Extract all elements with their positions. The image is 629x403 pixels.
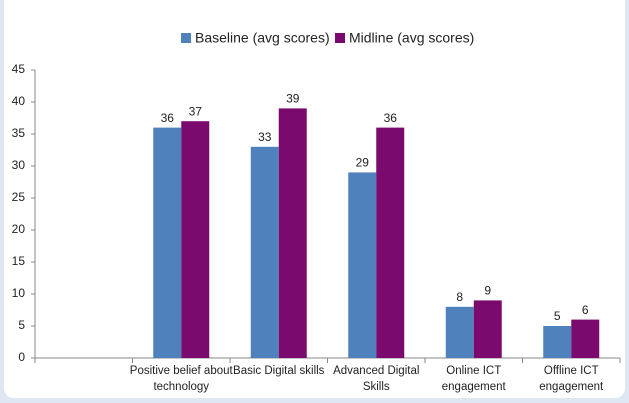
y-tick-label: 0 xyxy=(18,350,25,364)
data-label: 29 xyxy=(356,156,370,170)
y-tick-label: 45 xyxy=(12,62,26,76)
bar xyxy=(181,121,210,358)
x-tick-label: Advanced Digital Skills xyxy=(333,365,420,393)
legend-swatch xyxy=(335,33,345,43)
legend-swatch xyxy=(181,33,191,43)
y-tick-label: 5 xyxy=(18,318,25,332)
data-label: 33 xyxy=(258,130,272,144)
y-tick-label: 30 xyxy=(12,158,26,172)
y-tick-label: 35 xyxy=(12,126,26,140)
y-tick-label: 25 xyxy=(12,190,26,204)
y-tick-label: 15 xyxy=(12,254,26,268)
data-label: 36 xyxy=(161,111,175,125)
x-tick-label: Basic Digital skills xyxy=(233,365,325,377)
data-label: 37 xyxy=(189,104,203,118)
bar xyxy=(250,146,279,358)
y-tick-label: 10 xyxy=(12,286,26,300)
bar xyxy=(473,300,502,358)
bar xyxy=(445,306,474,358)
bar xyxy=(153,127,182,358)
data-label: 5 xyxy=(554,309,561,323)
legend-label: Midline (avg scores) xyxy=(349,30,474,46)
bar xyxy=(376,127,405,358)
chart-panel xyxy=(4,0,625,398)
legend-label: Baseline (avg scores) xyxy=(195,30,330,46)
bar xyxy=(278,108,307,359)
data-label: 8 xyxy=(456,290,463,304)
bar xyxy=(348,172,377,358)
data-label: 9 xyxy=(484,284,491,298)
data-label: 39 xyxy=(286,92,300,106)
bar xyxy=(571,319,600,358)
bar xyxy=(543,326,572,358)
x-tick-label: Offline ICT engagement xyxy=(539,365,604,393)
y-tick-label: 20 xyxy=(12,222,26,236)
x-tick-label: Online ICT engagement xyxy=(441,365,506,393)
x-tick-label: Positive belief about technology xyxy=(129,365,233,393)
data-label: 36 xyxy=(384,111,398,125)
data-label: 6 xyxy=(582,303,589,317)
y-tick-label: 40 xyxy=(12,94,26,108)
